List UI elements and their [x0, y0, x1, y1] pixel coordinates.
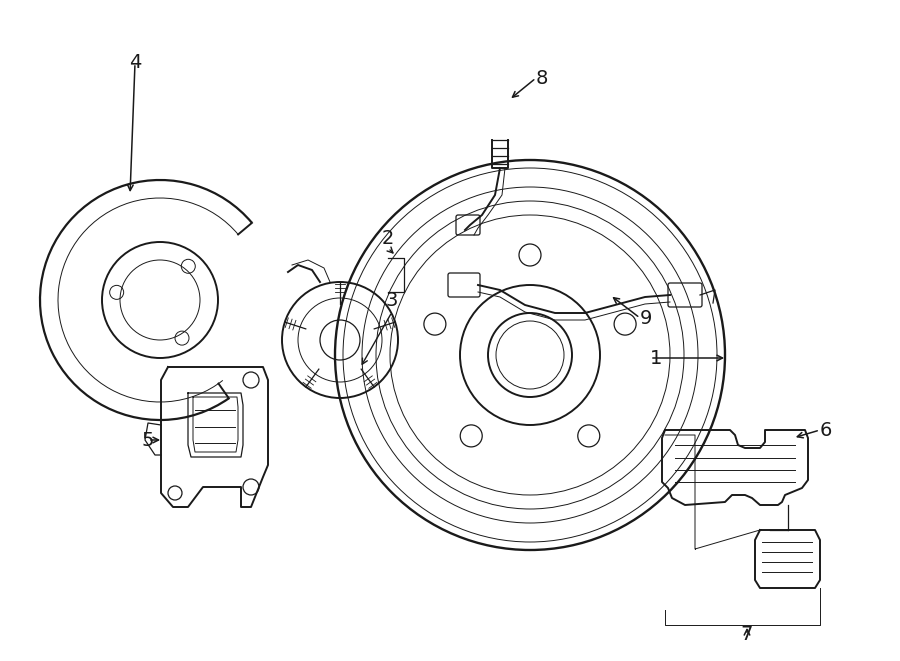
Text: 5: 5: [142, 430, 154, 449]
Text: 6: 6: [820, 420, 832, 440]
Text: 4: 4: [129, 54, 141, 73]
Text: 8: 8: [536, 69, 548, 87]
Text: 7: 7: [741, 625, 753, 644]
Text: 9: 9: [640, 309, 652, 327]
Text: 2: 2: [382, 229, 394, 247]
Text: 3: 3: [386, 290, 398, 309]
Text: 1: 1: [650, 348, 662, 368]
